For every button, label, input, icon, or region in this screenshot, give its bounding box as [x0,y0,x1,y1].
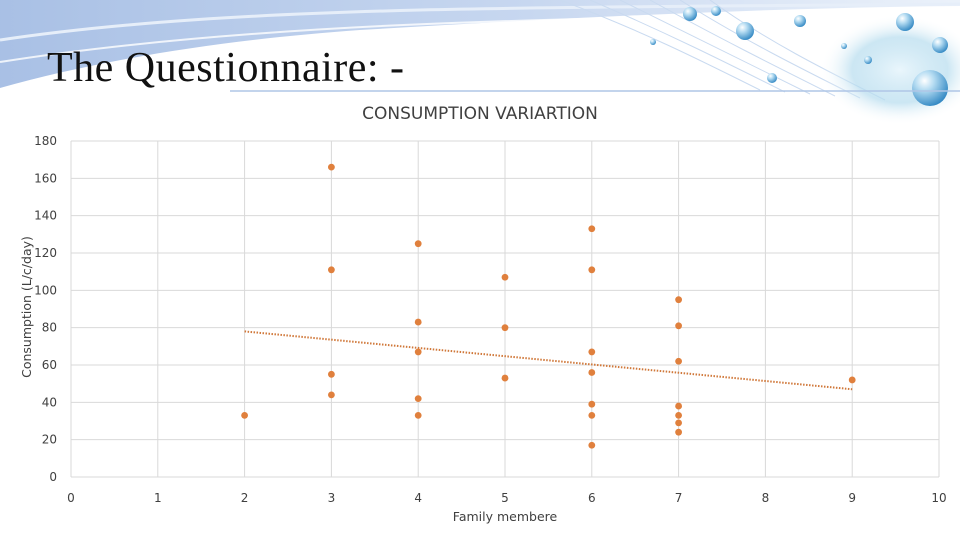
y-tick-label: 140 [34,209,57,223]
y-tick-label: 80 [42,321,57,335]
page-title: The Questionnaire: - [47,45,405,91]
data-point [414,395,422,402]
x-tick-label: 8 [762,491,770,505]
y-tick-label: 40 [42,395,57,409]
y-tick-label: 20 [42,433,57,447]
data-point [501,374,509,382]
wave-band-decoration [0,0,960,101]
data-point [501,324,509,332]
x-tick-label: 1 [154,491,162,505]
grid-lines [70,140,940,478]
data-point [241,412,249,419]
y-tick-label: 100 [34,283,57,297]
y-tick-label: 0 [49,470,57,484]
data-point [675,296,682,304]
y-tick-label: 120 [34,246,57,260]
data-point [588,266,596,274]
x-tick-label: 7 [675,491,683,505]
x-tick-label: 3 [328,491,336,505]
data-point [328,163,335,171]
data-points [241,163,856,449]
x-tick-label: 5 [501,491,509,505]
data-point [501,273,509,281]
x-tick-label: 2 [241,491,249,505]
data-point [414,348,422,356]
data-point [414,318,422,326]
data-point [675,357,682,365]
x-tick-label: 10 [931,491,946,505]
data-point [328,370,335,378]
data-point [675,402,682,410]
data-point [588,348,596,356]
data-point [588,441,596,449]
data-point [675,322,682,330]
y-tick-label: 160 [34,171,57,185]
data-point [328,391,335,399]
data-point [414,240,422,248]
x-tick-label: 0 [67,491,75,505]
data-point [675,428,682,436]
y-axis-label: Consumption (L/c/day) [19,236,34,378]
y-tick-label: 180 [34,134,57,148]
y-tick-label: 60 [42,358,57,372]
data-point [414,412,422,419]
data-point [588,400,596,408]
x-tick-label: 4 [414,491,422,505]
y-axis-ticks: 0 20 40 60 80 100 120 140 160 180 [34,134,57,484]
chart-title: CONSUMPTION VARIARTION [362,104,598,124]
data-point [675,412,682,419]
trendline [244,330,853,391]
data-point [675,419,682,427]
data-point [328,266,335,274]
x-tick-label: 9 [848,491,856,505]
data-point [588,412,596,419]
data-point [588,225,596,233]
x-axis-ticks: 0 1 2 3 4 5 6 7 8 9 10 [67,491,946,505]
x-tick-label: 6 [588,491,596,505]
x-axis-label: Family membere [453,509,558,524]
water-splash-decoration [650,6,960,125]
data-point [848,376,856,384]
data-point [588,369,596,376]
